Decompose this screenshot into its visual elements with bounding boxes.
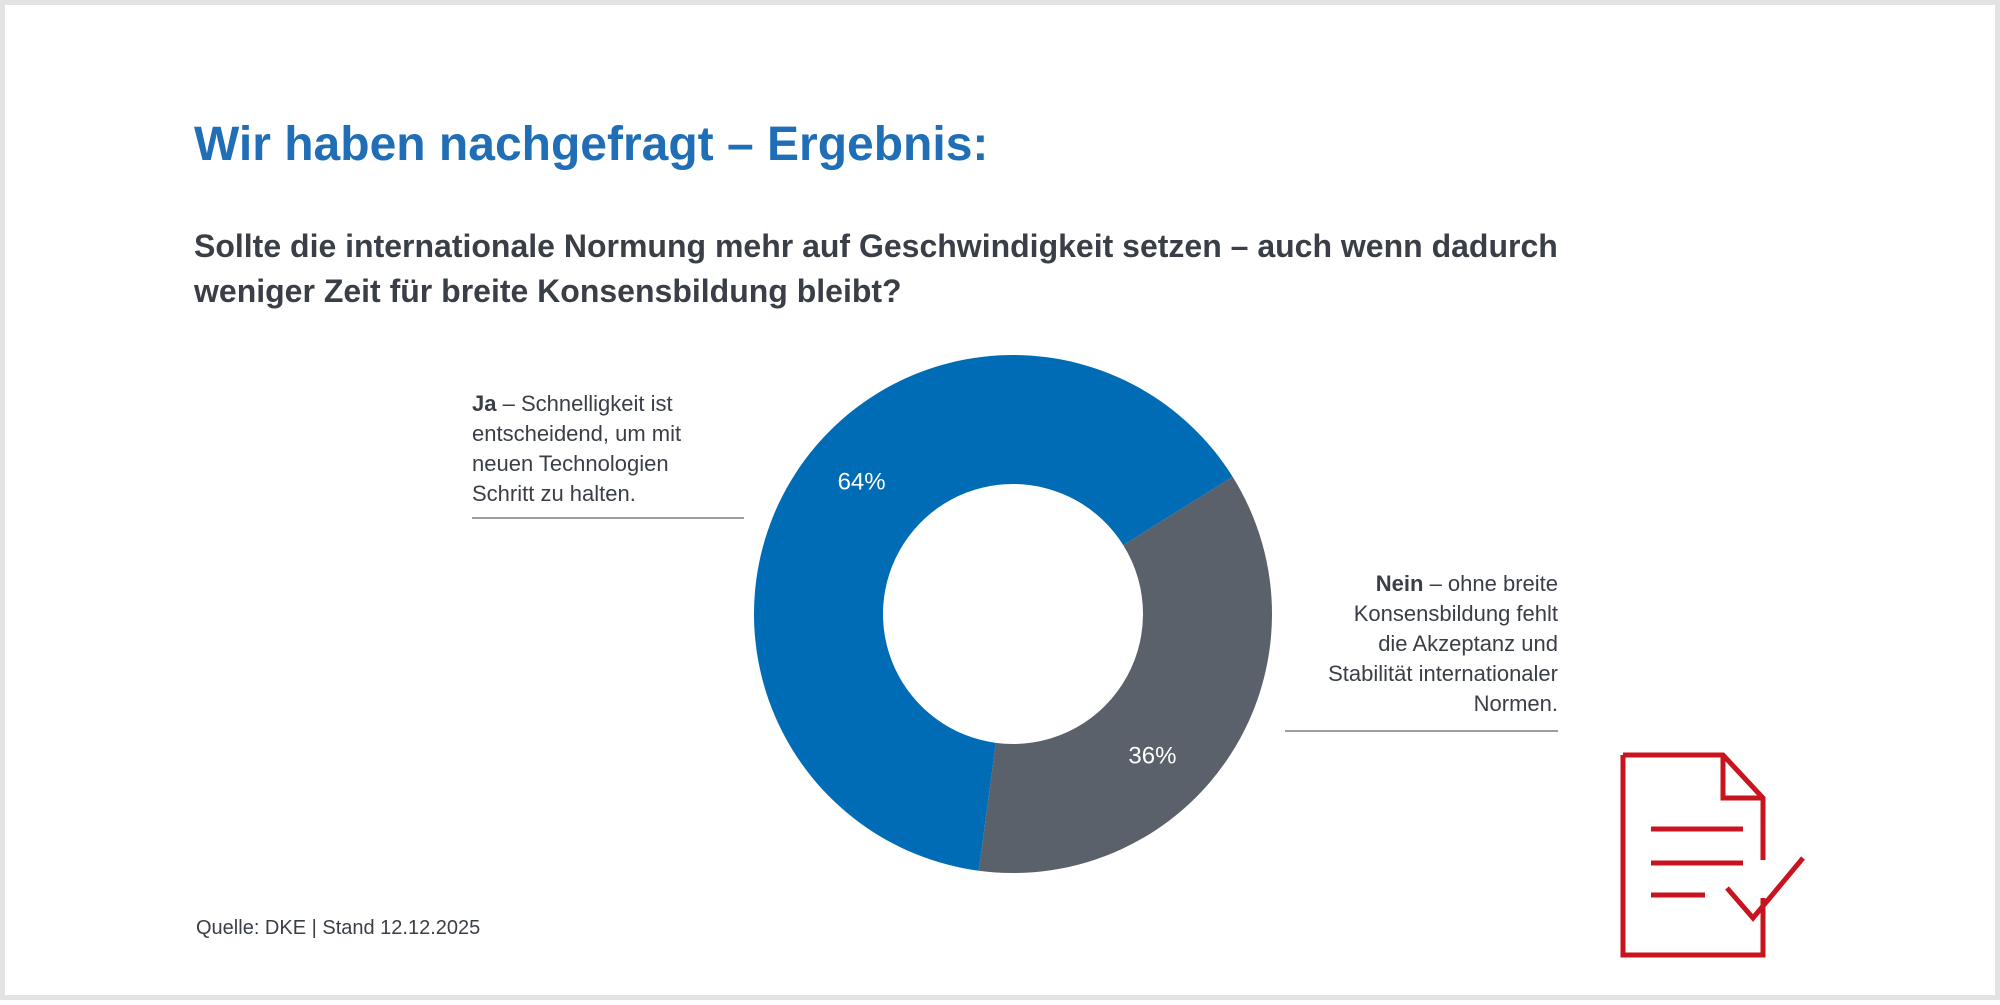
legend-label-ja: Ja – Schnelligkeit ist entscheidend, um … xyxy=(472,389,744,509)
legend-ja-line-3: neuen Technologien xyxy=(472,451,669,476)
legend-nein-line-2: Konsensbildung fehlt xyxy=(1353,601,1558,626)
legend-ja-line-2: entscheidend, um mit xyxy=(472,421,682,446)
legend-nein-line-1: – ohne breite xyxy=(1423,571,1558,596)
donut-slice-nein xyxy=(978,476,1272,873)
legend-label-nein: Nein – ohne breite Konsensbildung fehlt … xyxy=(1283,569,1558,719)
donut-slice-ja xyxy=(753,355,1233,871)
legend-ja-line-1: – Schnelligkeit ist xyxy=(496,391,673,416)
survey-question-line-2: weniger Zeit für breite Konsensbildung b… xyxy=(194,273,902,309)
survey-question: Sollte die internationale Normung mehr a… xyxy=(194,224,1558,314)
legend-nein-line-4: Stabilität internationaler xyxy=(1328,661,1558,686)
source-note: Quelle: DKE | Stand 12.12.2025 xyxy=(196,917,481,939)
legend-nein-line-5: Normen. xyxy=(1473,691,1558,716)
legend-ja-underline xyxy=(472,517,744,519)
legend-nein-bold: Nein xyxy=(1375,571,1424,596)
document-checkmark-icon xyxy=(1620,752,1805,958)
donut-label-nein: 36% xyxy=(1128,743,1176,770)
donut-label-ja: 64% xyxy=(838,469,886,496)
slide-title: Wir haben nachgefragt – Ergebnis: xyxy=(194,118,989,171)
survey-question-line-1: Sollte die internationale Normung mehr a… xyxy=(194,228,1558,264)
legend-nein-line-3: die Akzeptanz und xyxy=(1378,631,1558,656)
donut-chart: 36% 64% xyxy=(753,355,1272,873)
legend-nein-underline xyxy=(1285,730,1558,732)
legend-ja-bold: Ja xyxy=(472,391,497,416)
legend-ja-line-4: Schritt zu halten. xyxy=(472,481,636,506)
